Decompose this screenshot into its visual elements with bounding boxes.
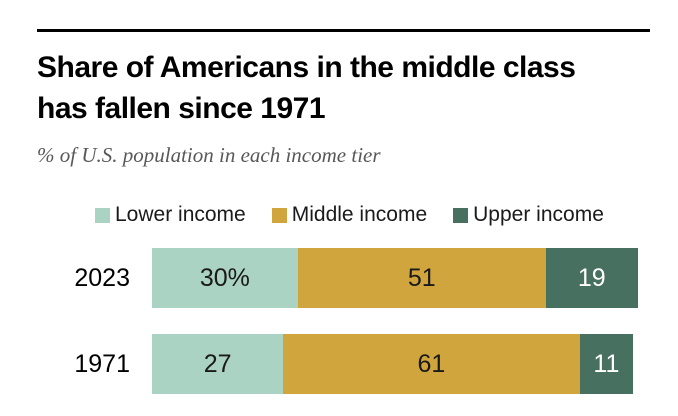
legend-item-upper-income: Upper income [453,203,604,227]
bar-segment-2023-lower: 30% [152,248,298,308]
segment-value-label: 27 [203,349,232,378]
middle-income-swatch-icon [271,207,287,223]
legend-item-middle-income: Middle income [271,203,428,227]
legend-item-lower-income: Lower income [95,203,246,227]
year-label-1971: 1971 [74,350,130,378]
bar-row-1971: 1971 27 61 11 [0,334,678,394]
upper-income-swatch-icon [453,207,469,223]
legend-label-lower-income: Lower income [115,203,246,226]
bar-segment-1971-lower: 27 [152,334,284,394]
lower-income-swatch-icon [95,207,110,223]
bar-segment-1971-middle: 61 [283,334,580,394]
legend-label-middle-income: Middle income [291,203,428,226]
segment-value-label: 11 [593,349,620,378]
bar-segment-2023-middle: 51 [297,248,546,308]
bar-segment-2023-upper: 19 [545,248,638,308]
legend: Lower income Middle income Upper income [95,203,604,227]
chart-title-line2: has fallen since 1971 [37,92,326,125]
segment-value-label: 19 [577,263,606,292]
chart-subtitle: % of U.S. population in each income tier [37,143,381,167]
legend-label-upper-income: Upper income [473,203,604,226]
segment-value-label: 51 [407,263,436,292]
stacked-bar-chart: 2023 30% 51 19 1971 27 61 11 [0,248,678,416]
top-rule [37,29,650,32]
bar-segment-1971-upper: 11 [579,334,634,394]
segment-value-label: 61 [417,349,446,378]
year-label-2023: 2023 [74,264,130,292]
chart-title: Share of Americans in the middle class ha… [37,47,576,129]
bar-row-2023: 2023 30% 51 19 [0,248,678,308]
bar-2023: 30% 51 19 [152,248,638,308]
bar-1971: 27 61 11 [152,334,638,394]
chart-title-line1: Share of Americans in the middle class [37,51,576,84]
segment-value-label: 30% [199,263,250,292]
